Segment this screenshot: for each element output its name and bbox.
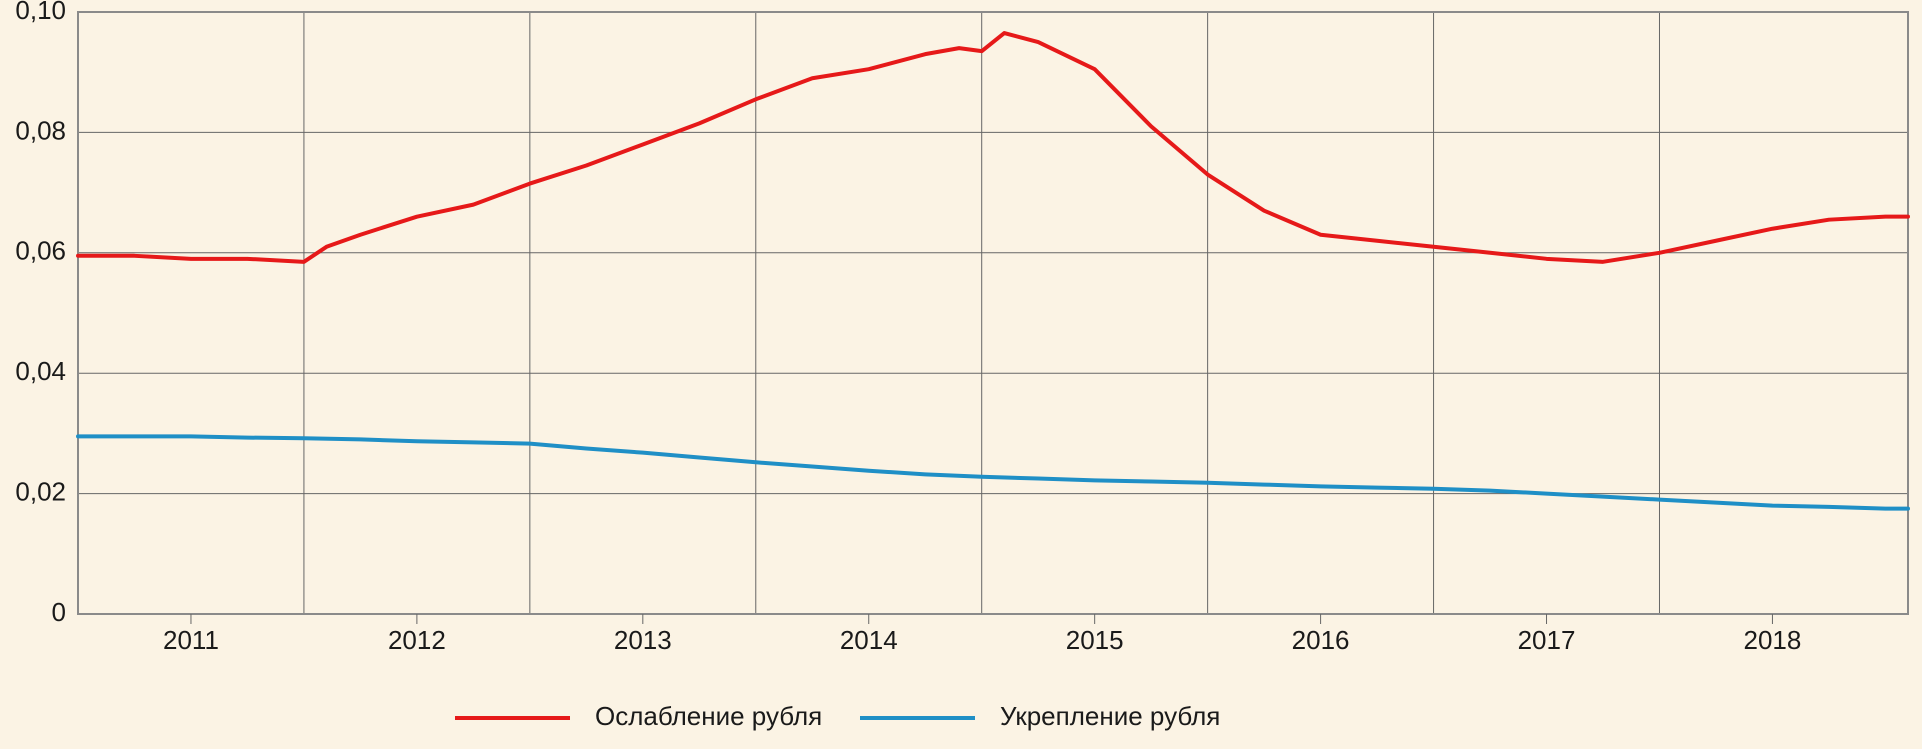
x-tick-label: 2013 — [614, 625, 672, 655]
y-tick-label: 0 — [52, 597, 66, 627]
x-tick-label: 2017 — [1518, 625, 1576, 655]
chart-background — [0, 0, 1922, 749]
x-tick-label: 2012 — [388, 625, 446, 655]
y-tick-label: 0,04 — [15, 356, 66, 386]
x-tick-label: 2016 — [1292, 625, 1350, 655]
chart-canvas: 0 0,02 0,04 0,06 0,08 0,10 2011 2012 2013 2014 201… — [0, 0, 1922, 749]
y-tick-label: 0,06 — [15, 236, 66, 266]
line-chart: 0 0,02 0,04 0,06 0,08 0,10 2011 2012 2013 2014 201… — [0, 0, 1922, 749]
legend-label-strengthening: Укрепление рубля — [1000, 701, 1220, 731]
y-tick-label: 0,08 — [15, 115, 66, 145]
y-tick-label: 0,02 — [15, 476, 66, 506]
x-tick-label: 2011 — [163, 625, 219, 655]
legend-label-weakening: Ослабление рубля — [595, 701, 822, 731]
x-tick-label: 2018 — [1744, 625, 1802, 655]
x-tick-label: 2014 — [840, 625, 898, 655]
x-tick-label: 2015 — [1066, 625, 1124, 655]
y-tick-label: 0,10 — [15, 0, 66, 25]
